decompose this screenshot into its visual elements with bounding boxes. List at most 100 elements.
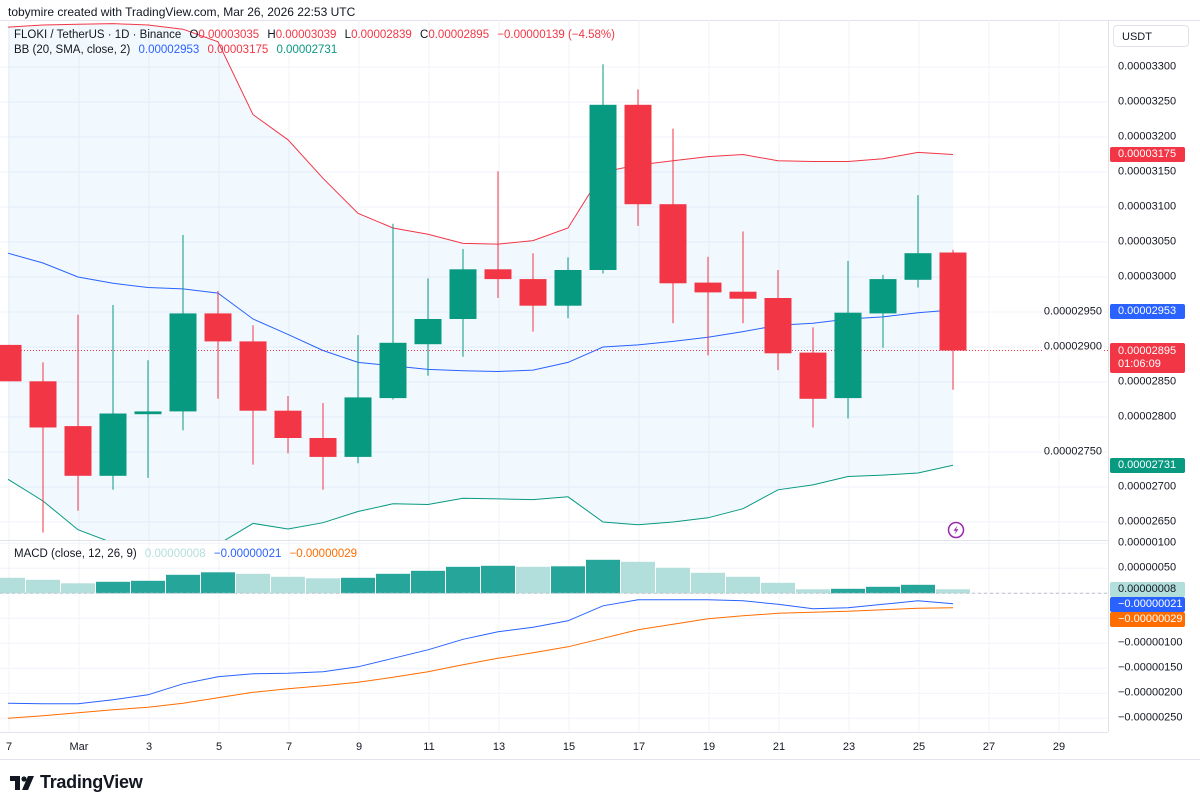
bar-countdown: 01:06:09 (1118, 358, 1161, 370)
macd-histogram-bar (866, 586, 900, 594)
candle (309, 403, 337, 490)
candle-body (904, 253, 932, 280)
price-tick-label: 0.00002800 (1118, 410, 1177, 423)
price-tick-label: 0.00003150 (1118, 165, 1177, 178)
tradingview-logo-icon (10, 775, 34, 790)
macd-tick-label: −0.00000250 (1118, 711, 1183, 724)
candle (764, 270, 792, 371)
time-tick-label: 13 (492, 741, 506, 753)
candle-body (799, 352, 827, 399)
candle-body (834, 312, 862, 399)
symbol-legend[interactable]: FLOKI / TetherUS · 1D · Binance O0.00003… (14, 29, 620, 41)
chart-frame (0, 20, 1200, 760)
price-tick-label: 0.00003100 (1118, 200, 1177, 213)
bb-legend[interactable]: BB (20, SMA, close, 2) 0.00002953 0.0000… (14, 44, 342, 56)
macd-histogram-bar (761, 582, 795, 594)
candle (659, 128, 687, 324)
alert-flash-icon[interactable] (947, 521, 965, 539)
candle-body (274, 410, 302, 438)
candle-body (694, 282, 722, 293)
candle-body (414, 319, 442, 345)
candle-body (939, 252, 967, 351)
bb-basis-value: 0.00002953 (138, 44, 200, 56)
macd-legend[interactable]: MACD (close, 12, 26, 9) 0.00000008 −0.00… (14, 548, 362, 560)
macd-line-badge: −0.00000021 (1110, 597, 1185, 612)
low-value: 0.00002839 (351, 29, 412, 41)
time-tick-label: 9 (355, 741, 363, 753)
candle-body (729, 291, 757, 299)
candle (204, 291, 232, 399)
close-label: C (420, 29, 429, 41)
bb-basis-badge: 0.00002953 (1110, 304, 1185, 319)
price-tick-label: 0.00003200 (1118, 130, 1177, 143)
candle (0, 344, 22, 382)
time-tick-label: 19 (702, 741, 716, 753)
macd-histogram-bar (621, 561, 655, 594)
price-tick-label: 0.00003050 (1118, 235, 1177, 248)
chart-canvas[interactable] (0, 0, 1108, 732)
macd-histogram-bar (26, 579, 60, 594)
time-tick-label: 27 (982, 741, 996, 753)
candle (134, 360, 162, 478)
change-value: −0.00000139 (−4.58%) (497, 29, 615, 41)
time-tick-label: 7 (285, 741, 293, 753)
macd-pane (0, 559, 1108, 719)
price-tick-label: 0.00003300 (1118, 60, 1177, 73)
bb-upper-value: 0.00003175 (207, 44, 269, 56)
macd-histogram-bar (61, 583, 95, 594)
candle (414, 278, 442, 376)
macd-signal-line (7, 607, 954, 719)
candle (904, 195, 932, 288)
candle-body (624, 104, 652, 205)
macd-histogram-bar (936, 589, 970, 594)
price-tick-label: 0.00003000 (1118, 270, 1177, 283)
macd-histogram-bar (201, 572, 235, 594)
macd-line (7, 599, 954, 705)
symbol-title: FLOKI / TetherUS · 1D · Binance (14, 29, 182, 41)
candle (624, 89, 652, 226)
candle (939, 249, 967, 390)
time-tick-label: 11 (423, 741, 435, 753)
bb-lower-badge: 0.00002731 (1110, 458, 1185, 473)
macd-tick-label: 0.00000100 (1118, 536, 1177, 549)
open-label: O (189, 29, 199, 41)
candle (379, 223, 407, 400)
candle (589, 64, 617, 274)
candle-body (29, 381, 57, 428)
macd-histogram-bar (796, 589, 830, 594)
candle-body (659, 204, 687, 284)
candle-body (449, 269, 477, 319)
high-value: 0.00003039 (275, 29, 337, 41)
time-tick-label: 25 (912, 741, 926, 753)
candle-body (309, 438, 337, 457)
time-axis[interactable]: 7 Mar 3 5 7 9 11 13 15 17 19 21 23 25 27 29 (0, 732, 1108, 760)
macd-histogram-bar (341, 577, 375, 594)
macd-histogram-bar (0, 577, 25, 594)
macd-histogram-bar (306, 578, 340, 594)
candle (344, 335, 372, 464)
candle-body (169, 313, 197, 412)
bb-title: BB (20, SMA, close, 2) (14, 44, 131, 56)
bb-upper-badge: 0.00003175 (1110, 147, 1185, 162)
open-value: 0.00003035 (198, 29, 260, 41)
price-pane (0, 23, 1108, 540)
macd-histogram-bar (901, 584, 935, 594)
macd-tick-label: −0.00000150 (1118, 661, 1183, 674)
bb-band-fill (8, 23, 953, 540)
price-axis[interactable] (1108, 20, 1200, 732)
candle-body (0, 344, 22, 382)
macd-signal-value: −0.00000029 (289, 548, 358, 560)
macd-histogram-bar (411, 570, 445, 594)
candle-body (99, 413, 127, 476)
price-tick-label: 0.00002850 (1118, 375, 1177, 388)
candle (484, 171, 512, 298)
time-tick-label: 3 (145, 741, 153, 753)
candle (449, 249, 477, 357)
macd-tick-label: 0.00000050 (1118, 561, 1177, 574)
tradingview-logo[interactable]: TradingView (10, 772, 143, 793)
attribution: tobymire created with TradingView.com, M… (8, 5, 356, 19)
bb-lower-line (7, 464, 954, 540)
currency-button[interactable]: USDT (1113, 25, 1189, 47)
last-price-badge: 0.00002895 01:06:09 (1110, 343, 1185, 373)
time-tick-label: Mar (69, 741, 89, 753)
